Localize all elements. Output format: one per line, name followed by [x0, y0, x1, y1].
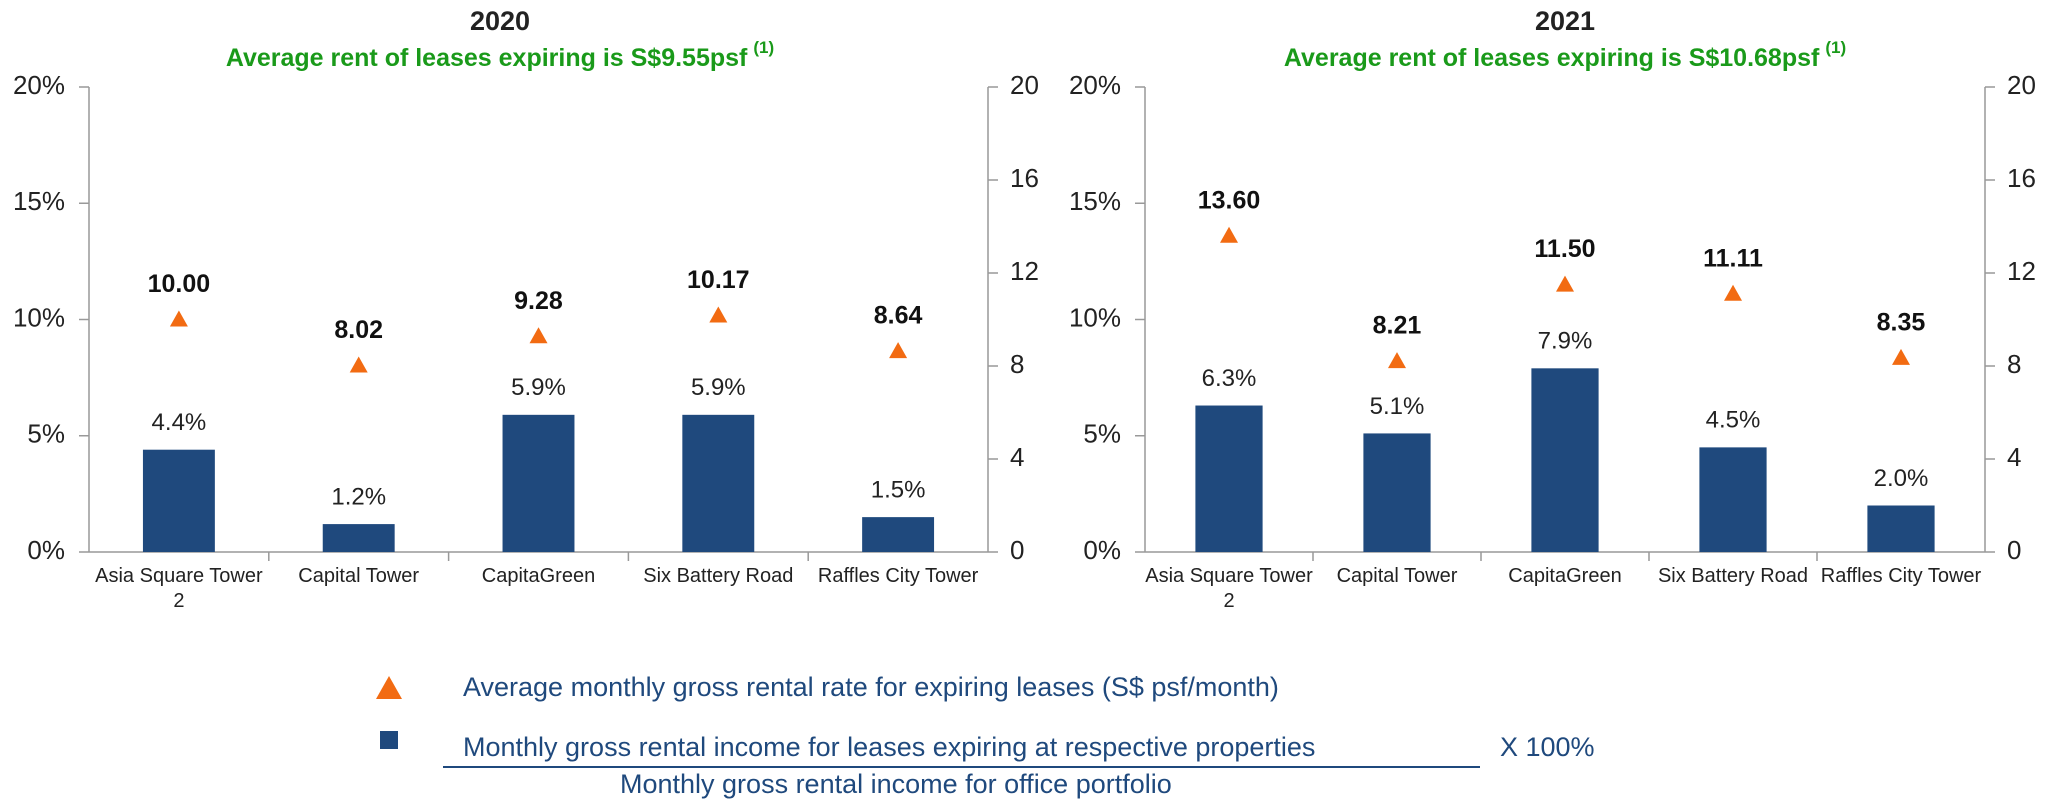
bar [862, 517, 935, 552]
y2-tick-label: 0 [2007, 535, 2021, 565]
marker-label: 8.21 [1373, 312, 1422, 340]
y2-tick-label: 8 [2007, 349, 2021, 379]
y2-tick-label: 8 [1010, 349, 1024, 379]
chart-subtitle: Average rent of leases expiring is S$10.… [1284, 38, 1846, 71]
legend-multiplier: X 100% [1500, 732, 1595, 762]
marker-label: 11.50 [1534, 235, 1595, 263]
bar-label: 1.2% [331, 483, 386, 510]
bar-label: 1.5% [871, 476, 926, 503]
bar [1699, 447, 1767, 552]
x-tick-label: Six Battery Road [643, 565, 794, 587]
y-tick-label: 0% [1083, 535, 1121, 565]
bar [322, 524, 395, 552]
bar [1195, 405, 1263, 552]
bar-label: 5.9% [691, 374, 746, 401]
bar [682, 414, 755, 552]
x-tick-label: Six Battery Road [1657, 565, 1809, 587]
x-tick-label: CapitaGreen [481, 565, 596, 587]
y2-tick-label: 16 [2007, 163, 2036, 193]
y-tick-label: 20% [1069, 70, 1121, 100]
legend-triangle-text: Average monthly gross rental rate for ex… [463, 672, 1279, 702]
y-tick-label: 10% [1069, 302, 1121, 332]
chart-title: 2020 [470, 6, 530, 36]
triangle-marker [1724, 284, 1742, 301]
triangle-marker [529, 327, 548, 344]
x-tick-label: Raffles City Tower [817, 565, 979, 587]
bar-label: 5.9% [511, 374, 566, 401]
marker-label: 9.28 [514, 287, 563, 315]
marker-label: 10.00 [148, 270, 211, 298]
y2-tick-label: 20 [2007, 70, 2036, 100]
marker-label: 11.11 [1703, 244, 1763, 272]
marker-label: 13.60 [1198, 186, 1261, 214]
subtitle-note: (1) [1825, 38, 1846, 57]
x-tick-label: CapitaGreen [1508, 565, 1622, 587]
bar [142, 449, 215, 552]
legend-triangle [376, 676, 402, 699]
bar-label: 7.9% [1538, 328, 1593, 355]
y2-tick-label: 20 [1010, 70, 1039, 100]
y2-tick-label: 4 [1010, 442, 1024, 472]
x-tick-label: Asia Square Tower 2 [1145, 565, 1313, 612]
marker-label: 8.02 [334, 316, 383, 344]
y2-tick-label: 16 [1010, 163, 1039, 193]
x-tick-label: Asia Square Tower 2 [95, 565, 263, 612]
x-tick-label: Raffles City Tower [1820, 565, 1982, 587]
bar [1363, 433, 1431, 552]
y-tick-label: 0% [27, 535, 65, 565]
bar [1531, 368, 1599, 552]
marker-label: 10.17 [687, 266, 750, 294]
subtitle-text: Average rent of leases expiring is S$10.… [1284, 44, 1820, 72]
triangle-marker [709, 306, 728, 323]
triangle-marker [1388, 352, 1406, 369]
x-tick-label: Capital Tower [1336, 565, 1458, 587]
y-tick-label: 15% [13, 186, 65, 216]
marker-label: 8.64 [874, 302, 923, 330]
bar-label: 5.1% [1370, 393, 1425, 420]
triangle-marker [1220, 226, 1238, 243]
legend-numerator: Monthly gross rental income for leases e… [463, 732, 1316, 762]
triangle-marker [1892, 348, 1910, 365]
y-tick-label: 10% [13, 302, 65, 332]
y-tick-label: 5% [27, 419, 65, 449]
triangle-marker [889, 342, 908, 359]
y-tick-label: 20% [13, 70, 65, 100]
triangle-marker [169, 310, 188, 327]
chart-title: 2021 [1535, 6, 1595, 36]
y2-tick-label: 4 [2007, 442, 2021, 472]
bar-label: 4.5% [1706, 407, 1761, 434]
subtitle-text: Average rent of leases expiring is S$9.5… [226, 44, 748, 72]
y-tick-label: 5% [1083, 419, 1121, 449]
triangle-marker [349, 356, 368, 373]
marker-label: 8.35 [1877, 308, 1926, 336]
bar-label: 4.4% [152, 409, 207, 436]
legend-denominator: Monthly gross rental income for office p… [620, 769, 1172, 799]
bar-label: 6.3% [1202, 365, 1257, 392]
bar [1867, 505, 1935, 552]
bar-label: 2.0% [1874, 465, 1929, 492]
subtitle-note: (1) [753, 38, 774, 57]
x-tick-label: Capital Tower [298, 565, 420, 587]
y2-tick-label: 12 [2007, 256, 2036, 286]
y-tick-label: 15% [1069, 186, 1121, 216]
y2-tick-label: 12 [1010, 256, 1039, 286]
triangle-marker [1556, 275, 1574, 292]
y2-tick-label: 0 [1010, 535, 1024, 565]
bar [502, 414, 575, 552]
chart-subtitle: Average rent of leases expiring is S$9.5… [226, 38, 774, 71]
legend-square [380, 731, 398, 749]
